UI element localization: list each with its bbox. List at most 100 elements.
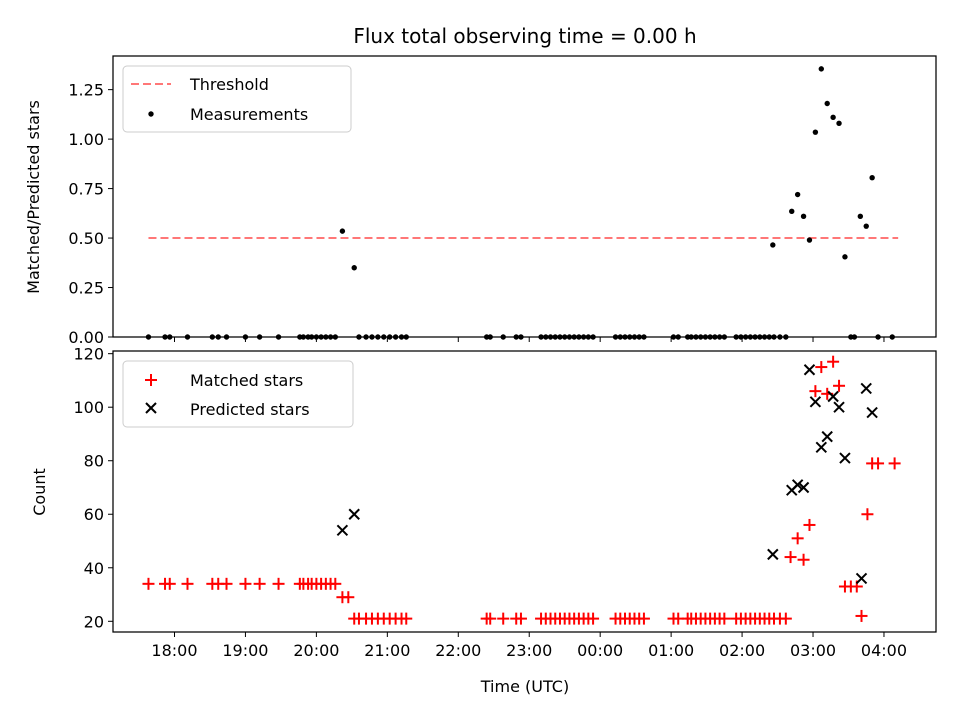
- predicted-point: [791, 479, 804, 491]
- matched-point: [637, 612, 650, 625]
- matched-point: [239, 577, 252, 590]
- bottom-y-axis-label: Count: [30, 468, 49, 516]
- predicted-point: [336, 524, 349, 537]
- predicted-point: [839, 452, 851, 464]
- legend-matched-label: Matched stars: [190, 371, 303, 390]
- top-marks: [145, 66, 899, 340]
- predicted-point: [767, 548, 779, 561]
- x-tick-label: 21:00: [364, 641, 410, 660]
- x-tick-label: 02:00: [719, 641, 765, 660]
- measurement-point: [857, 213, 864, 219]
- x-tick-label: 04:00: [861, 641, 907, 660]
- top-y-ticks: 0.00 0.25 0.50 0.75 1.00 1.25: [68, 81, 113, 347]
- matched-point: [484, 612, 497, 625]
- matched-point: [272, 577, 285, 590]
- matched-point: [253, 577, 266, 590]
- matched-point: [497, 612, 510, 625]
- x-tick-label: 01:00: [648, 641, 694, 660]
- predicted-point: [821, 430, 833, 443]
- measurement-point: [800, 213, 807, 219]
- matched-point: [142, 577, 155, 590]
- measurement-point: [836, 120, 842, 126]
- bottom-x-ticks: 18:00 19:00 20:00 21:00 22:00 23:00 00:00 01:00…: [151, 632, 907, 660]
- legend-measurements-label: Measurements: [190, 105, 308, 124]
- top-y-tick-label: 1.00: [68, 130, 104, 149]
- bottom-panel: 18:00 19:00 20:00 21:00 22:00 23:00 00:00 01:00…: [30, 345, 937, 696]
- measurement-point: [789, 208, 795, 215]
- matched-point: [784, 551, 797, 564]
- matched-point: [872, 457, 885, 470]
- top-y-tick-label: 0.75: [68, 180, 104, 199]
- x-tick-label: 19:00: [222, 641, 268, 660]
- top-frame: [112, 55, 937, 338]
- top-y-tick-label: 0.00: [68, 328, 104, 347]
- legend-threshold-label: Threshold: [189, 75, 269, 94]
- measurement-point: [824, 100, 830, 107]
- predicted-point: [809, 396, 822, 408]
- measurement-point: [863, 223, 869, 229]
- matched-point: [779, 612, 792, 625]
- matched-point: [791, 532, 804, 545]
- measurement-point: [794, 191, 801, 198]
- bottom-legend-box: [122, 360, 354, 428]
- bottom-y-tick-label: 80: [84, 452, 104, 471]
- legend-matched-swatch: [145, 374, 157, 386]
- top-y-tick-label: 0.25: [68, 279, 104, 298]
- matched-point: [400, 612, 413, 625]
- matched-point: [815, 361, 828, 374]
- x-tick-label: 22:00: [435, 641, 481, 660]
- matched-point: [163, 577, 176, 590]
- matched-point: [809, 385, 822, 398]
- chart-title: Flux total observing time = 0.00 h: [353, 24, 696, 48]
- predicted-point: [797, 481, 810, 494]
- top-panel: 0.00 0.25 0.50 0.75 1.00 1.25 Matched/Predict…: [24, 55, 937, 347]
- bottom-y-tick-label: 40: [84, 559, 104, 578]
- measurement-point: [351, 265, 357, 271]
- matched-point: [855, 609, 868, 622]
- matched-point: [827, 355, 840, 368]
- matched-point: [797, 553, 810, 566]
- matched-point: [833, 379, 846, 392]
- matched-point: [888, 457, 901, 470]
- predicted-point: [855, 572, 868, 585]
- bottom-y-ticks: 20 40 60 80 100 120: [73, 345, 113, 631]
- bottom-legend: Matched stars Predicted stars: [122, 360, 354, 428]
- x-tick-label: 23:00: [506, 641, 552, 660]
- top-y-axis-label: Matched/Predicted stars: [24, 100, 43, 294]
- x-tick-label: 18:00: [151, 641, 197, 660]
- x-axis-label: Time (UTC): [480, 677, 569, 696]
- top-y-tick-label: 1.25: [68, 81, 104, 100]
- top-y-tick-label: 0.50: [68, 229, 104, 248]
- measurement-point: [770, 242, 776, 248]
- matched-point: [181, 577, 194, 590]
- measurement-point: [812, 129, 819, 135]
- matched-point: [514, 612, 527, 625]
- x-tick-label: 00:00: [577, 641, 623, 660]
- bottom-y-tick-label: 100: [73, 398, 104, 417]
- x-tick-label: 03:00: [790, 641, 836, 660]
- matched-point: [329, 577, 342, 590]
- bottom-y-tick-label: 20: [84, 612, 104, 631]
- bottom-marks: [142, 355, 901, 625]
- predicted-point: [348, 508, 360, 520]
- bottom-frame: [112, 350, 937, 633]
- matched-point: [861, 508, 874, 521]
- top-x-ticks: [173, 337, 885, 342]
- top-legend: Threshold Measurements: [122, 65, 352, 133]
- matched-point: [803, 518, 816, 531]
- bottom-y-tick-label: 60: [84, 505, 104, 524]
- matched-point: [342, 591, 355, 604]
- top-legend-box: [122, 65, 352, 133]
- predicted-point: [815, 441, 828, 454]
- matched-point: [220, 577, 233, 590]
- measurement-point: [830, 114, 836, 121]
- predicted-point: [803, 364, 816, 376]
- predicted-point: [827, 390, 839, 403]
- matched-point: [587, 612, 600, 625]
- predicted-point: [833, 401, 845, 413]
- measurement-point: [339, 228, 346, 234]
- measurement-point: [806, 237, 813, 243]
- measurement-point: [869, 175, 875, 181]
- matched-point: [718, 612, 731, 625]
